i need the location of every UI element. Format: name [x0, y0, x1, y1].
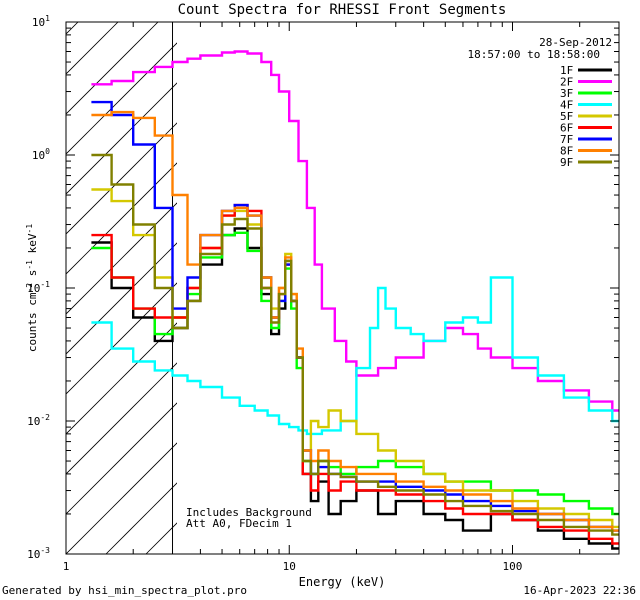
y-axis-label: counts cm-2 s-1 keV-1 — [25, 224, 39, 352]
hatch-line — [66, 122, 177, 235]
y-axis-ticks: 10-3 10-2 10-1 100 101 — [27, 14, 619, 561]
legend-label-7F: 7F — [560, 133, 573, 146]
background-hatched-region — [66, 0, 640, 554]
series-layer — [91, 50, 619, 550]
hatch-line — [66, 402, 177, 515]
annotation-background: Includes Background — [186, 506, 312, 519]
y-tick-label: 10-1 — [27, 280, 50, 295]
y-tick-label: 10-2 — [27, 413, 50, 428]
footer-generated-by: Generated by hsi_min_spectra_plot.pro — [2, 584, 247, 597]
legend-label-8F: 8F — [560, 145, 573, 158]
hatch-line — [66, 362, 177, 475]
hatch-line — [66, 242, 177, 355]
hatch-line — [66, 22, 159, 115]
footer-timestamp: 16-Apr-2023 22:36 — [523, 584, 636, 597]
hatch-line — [66, 22, 79, 35]
series-line-2F — [91, 50, 619, 412]
legend-label-5F: 5F — [560, 110, 573, 123]
hatch-line — [66, 42, 177, 155]
x-axis-ticks: 1 10 100 — [63, 22, 620, 573]
x-tick-label: 10 — [283, 560, 296, 573]
legend-label-6F: 6F — [560, 122, 573, 135]
date-label: 28-Sep-2012 — [539, 36, 612, 49]
legend-label-4F: 4F — [560, 99, 573, 112]
annotation-attenuator: Att A0, FDecim 1 — [186, 517, 292, 530]
legend-label-2F: 2F — [560, 76, 573, 89]
x-tick-label: 100 — [503, 560, 523, 573]
chart-title: Count Spectra for RHESSI Front Segments — [178, 2, 507, 18]
series-line-4F — [91, 276, 619, 436]
hatch-line — [66, 322, 177, 435]
hatch-line — [66, 442, 177, 554]
hatch-line — [66, 202, 177, 315]
legend-label-3F: 3F — [560, 87, 573, 100]
series-line-8F — [91, 110, 619, 532]
y-tick-label: 101 — [32, 14, 50, 29]
hatch-line — [226, 0, 640, 554]
legend-label-1F: 1F — [560, 64, 573, 77]
x-tick-label: 1 — [63, 560, 70, 573]
x-axis-label: Energy (keV) — [299, 575, 386, 589]
time-range-label: 18:57:00 to 18:58:00 — [468, 48, 600, 61]
y-tick-label: 10-3 — [27, 546, 50, 561]
legend-label-9F: 9F — [560, 156, 573, 169]
series-line-9F — [91, 153, 619, 536]
hatch-line — [66, 282, 177, 395]
y-tick-label: 100 — [32, 147, 50, 162]
